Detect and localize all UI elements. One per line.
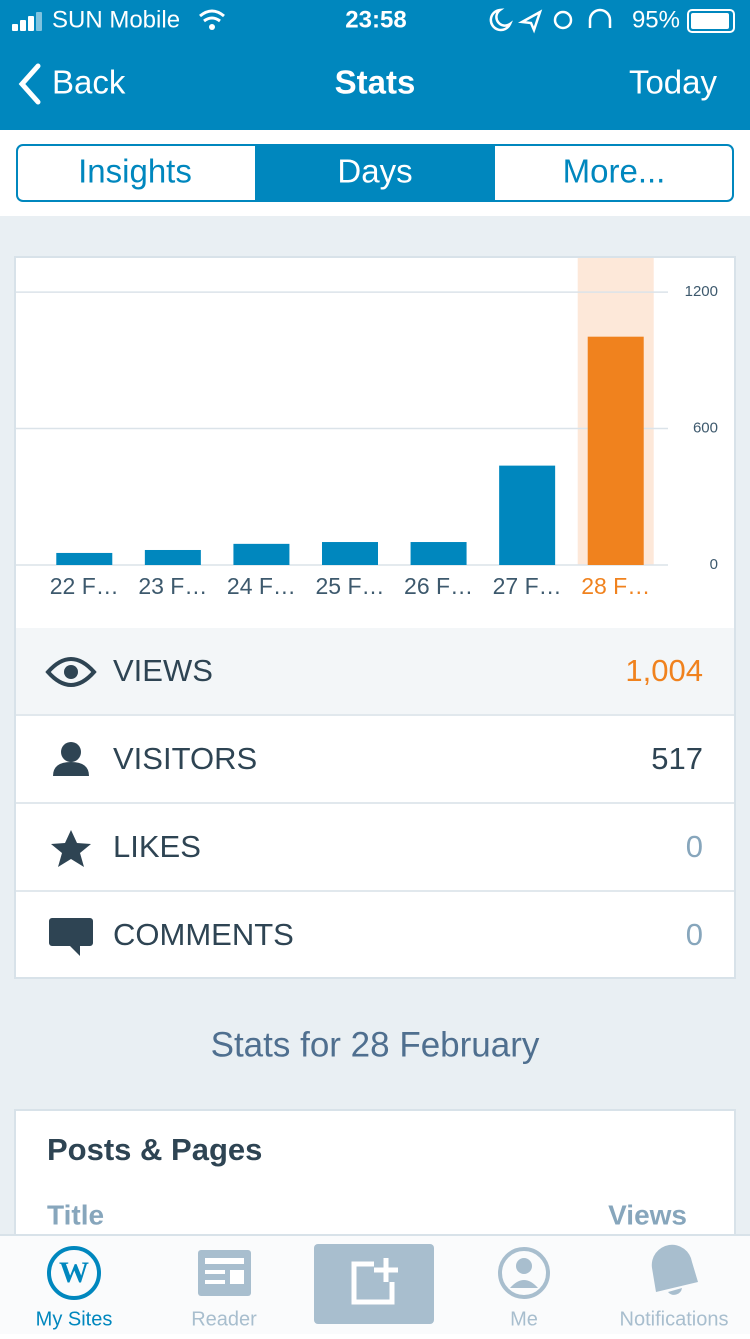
summary-label[interactable]: COMMENTS <box>113 917 294 952</box>
signal <box>12 12 42 31</box>
nav-title: Stats <box>335 64 416 101</box>
x-tick-label: 26 F… <box>404 573 473 599</box>
write-icon <box>351 1261 395 1305</box>
chart: 0 600 1200 22 F… 23 F… 24 F… 25 F… 26 F… 27 F… 28… <box>16 258 718 599</box>
visitors-icon-body <box>53 762 89 776</box>
status-icons <box>489 8 612 34</box>
x-tick-label: 23 F… <box>138 573 207 599</box>
tab-bar-label[interactable]: Reader <box>191 1308 257 1330</box>
bar[interactable] <box>499 465 556 565</box>
me-icon[interactable] <box>498 1247 550 1299</box>
back-button[interactable]: Back <box>52 64 126 101</box>
x-tick-label: 25 F… <box>315 573 384 599</box>
me-icon-body <box>510 1280 538 1288</box>
bar[interactable] <box>56 552 113 565</box>
summary-label[interactable]: VISITORS <box>113 741 257 776</box>
summary-label[interactable]: LIKES <box>113 829 201 864</box>
y-tick-label: 600 <box>693 420 718 437</box>
summary-value: 0 <box>686 829 703 864</box>
period-button[interactable]: Today <box>629 64 718 101</box>
summary-value: 0 <box>686 917 703 952</box>
stats-heading: Stats for 28 February <box>211 1025 540 1064</box>
notifications-icon[interactable] <box>651 1244 698 1295</box>
x-tick-label: 24 F… <box>227 573 296 599</box>
tab-selected <box>255 145 495 201</box>
y-tick-label: 1200 <box>685 283 718 300</box>
views-icon <box>45 657 97 687</box>
y-tick-label: 0 <box>710 556 718 573</box>
tab-bar-label[interactable]: My Sites <box>36 1308 113 1330</box>
battery-fill <box>691 13 729 29</box>
x-tick-label: 28 F… <box>581 573 650 599</box>
battery-level: 95% <box>632 6 680 33</box>
bar[interactable] <box>410 542 467 565</box>
x-tick-label: 22 F… <box>50 573 119 599</box>
bar[interactable] <box>322 542 378 565</box>
bar[interactable] <box>587 336 644 565</box>
summary-label[interactable]: VIEWS <box>113 653 213 688</box>
row-highlight <box>16 628 734 715</box>
x-tick-label: 27 F… <box>493 573 562 599</box>
column-header: Title <box>47 1199 104 1230</box>
tab[interactable]: Days <box>337 153 412 190</box>
header <box>0 0 750 130</box>
my-sites-icon[interactable] <box>47 1246 101 1300</box>
comments-icon <box>49 918 93 956</box>
tab[interactable]: Insights <box>78 153 192 190</box>
wifi-dot <box>209 24 215 30</box>
tab-bar-label[interactable]: Me <box>510 1308 538 1330</box>
views-icon-pupil <box>64 665 78 679</box>
posts-card <box>14 1109 736 1251</box>
visitors-icon <box>61 742 81 762</box>
battery <box>687 9 735 33</box>
me-icon-head <box>516 1258 532 1274</box>
back-chevron[interactable] <box>18 63 41 105</box>
write-plus <box>374 1258 398 1282</box>
wifi <box>199 9 225 23</box>
time: 23:58 <box>345 6 406 33</box>
bar[interactable] <box>233 543 290 565</box>
tab[interactable]: More... <box>563 153 666 190</box>
write-button[interactable] <box>314 1244 434 1324</box>
column-header: Views <box>608 1199 687 1230</box>
my-sites-icon-letter: W <box>59 1256 89 1289</box>
posts-title: Posts & Pages <box>47 1132 262 1167</box>
row-separators <box>16 714 734 892</box>
carrier: SUN Mobile <box>52 6 180 33</box>
tab-bar-label[interactable]: Notifications <box>620 1308 729 1330</box>
summary-value: 1,004 <box>625 653 703 688</box>
bar[interactable] <box>144 549 201 565</box>
likes-icon <box>51 830 91 867</box>
summary-value: 517 <box>651 741 703 776</box>
reader-icon-lines <box>205 1258 244 1284</box>
